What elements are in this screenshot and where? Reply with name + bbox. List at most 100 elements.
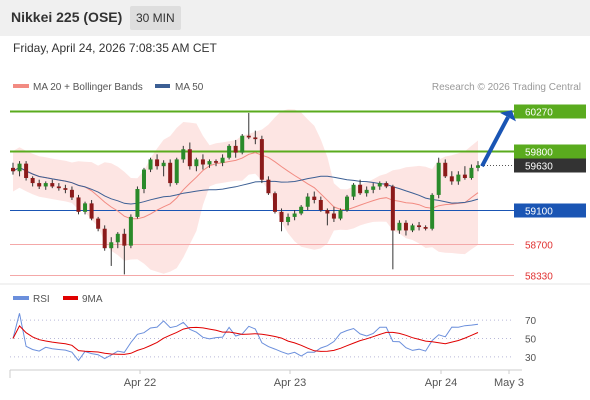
rsi-ma9-line: [12, 325, 479, 355]
level-current: 59630: [478, 158, 586, 173]
candle: [89, 199, 94, 221]
candle: [351, 183, 356, 200]
candle: [377, 181, 382, 190]
candle: [30, 176, 35, 187]
resistance-tag: [514, 104, 586, 119]
candle: [469, 164, 474, 180]
candle: [17, 161, 22, 177]
candle: [56, 183, 61, 191]
chart-header: Nikkei 225 (OSE) 30 MIN: [0, 0, 590, 36]
time-axis-label: Apr 24: [425, 377, 457, 389]
candle: [24, 161, 29, 181]
forecast-arrow: [480, 110, 516, 168]
rsi-line: [12, 313, 479, 362]
level-support: 58330: [10, 272, 553, 283]
forecast-arrow-head: [500, 110, 516, 122]
resistance-tag: [514, 144, 586, 159]
pivot-value: 59100: [525, 207, 553, 218]
ma20-line: [12, 152, 479, 220]
candle: [305, 193, 310, 211]
candle: [462, 166, 467, 180]
candle: [227, 144, 232, 160]
forecast-arrow-shaft: [480, 116, 510, 168]
ma9-legend-label: 9MA: [82, 294, 103, 305]
candle: [371, 183, 376, 194]
candle: [102, 225, 107, 251]
candle: [259, 135, 264, 184]
candle: [233, 139, 238, 158]
candle: [443, 159, 448, 179]
candle: [345, 194, 350, 212]
candle: [299, 205, 304, 216]
candle: [286, 213, 291, 226]
rsi-pane: 70 50 30: [10, 313, 537, 364]
support-value: 58330: [525, 272, 553, 283]
candle: [272, 191, 277, 214]
candle: [456, 171, 461, 185]
candle: [174, 157, 179, 185]
moving-averages: [12, 152, 479, 220]
candle: [331, 206, 336, 222]
candle: [96, 216, 101, 232]
ma20-legend-label: MA 20 + Bollinger Bands: [33, 82, 143, 93]
candle: [135, 186, 140, 219]
candle: [436, 157, 441, 199]
candle: [423, 225, 428, 231]
candle: [37, 179, 42, 189]
candle: [109, 237, 114, 266]
candle: [390, 184, 395, 270]
candlesticks: [11, 112, 480, 275]
candle: [214, 159, 219, 167]
candle: [240, 134, 245, 155]
candle: [397, 220, 402, 234]
candle: [338, 208, 343, 221]
time-axis-label: Apr 22: [124, 377, 156, 389]
timestamp-label: Friday, April 24, 2026 7:08:35 AM CET: [13, 41, 217, 55]
support-value: 58700: [525, 241, 553, 252]
candle: [128, 214, 133, 249]
candle: [155, 154, 160, 170]
candle: [50, 179, 55, 189]
copyright-label: Research © 2026 Trading Central: [432, 82, 581, 93]
candle: [194, 157, 199, 172]
candle: [410, 223, 415, 233]
candle: [449, 171, 454, 185]
candle: [200, 154, 205, 170]
current-price-value: 59630: [525, 162, 553, 173]
candle: [312, 191, 317, 204]
candle: [148, 157, 153, 173]
candle: [122, 228, 127, 275]
candle: [115, 232, 120, 249]
level-resistance: 60270: [10, 104, 586, 119]
candle: [220, 154, 225, 167]
candle: [318, 196, 323, 212]
time-axis-label: May 3: [494, 377, 524, 389]
resistance-value: 59800: [525, 148, 553, 159]
candle: [11, 162, 15, 175]
candle: [279, 208, 284, 232]
time-axis: Apr 22 Apr 23 Apr 24 May 3: [124, 370, 524, 389]
candle: [417, 221, 422, 231]
resistance-value: 60270: [525, 108, 553, 119]
interval-button[interactable]: 30 MIN: [130, 6, 181, 30]
candle: [69, 186, 74, 200]
candle: [141, 167, 146, 194]
candle: [181, 145, 186, 163]
candle: [358, 179, 363, 195]
candle: [384, 181, 389, 189]
candle: [187, 142, 192, 170]
candle: [266, 176, 271, 195]
candle: [83, 201, 88, 215]
candle: [476, 161, 480, 172]
candle: [253, 130, 258, 145]
level-support: 58700: [10, 241, 553, 252]
current-price-tag: [514, 158, 586, 173]
ma50-legend-label: MA 50: [175, 82, 204, 93]
candle: [43, 181, 48, 190]
instrument-title: Nikkei 225 (OSE): [11, 9, 123, 25]
candle: [364, 186, 369, 197]
candle: [63, 184, 68, 194]
rsi-level-label: 50: [525, 335, 537, 346]
pivot-tag: [514, 203, 586, 218]
